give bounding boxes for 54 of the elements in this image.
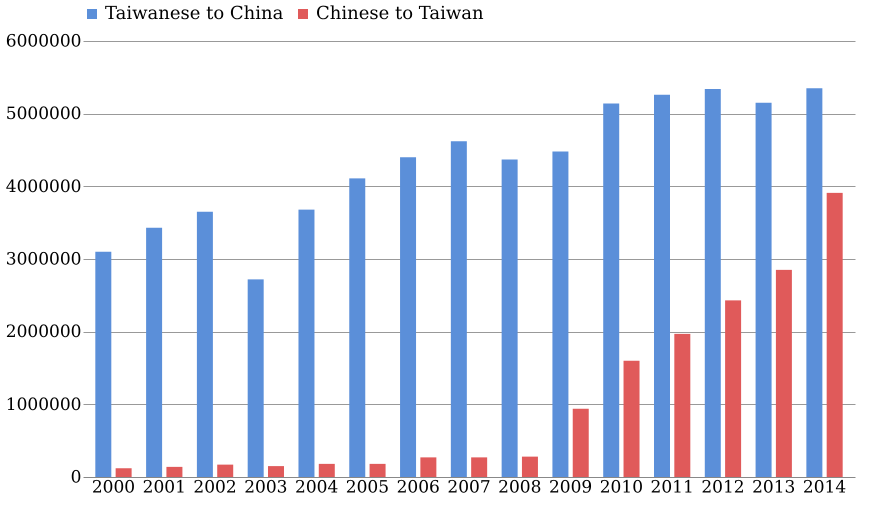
x-tick-label: 2008 <box>498 478 542 498</box>
x-tick-label: 2005 <box>346 478 390 498</box>
y-tick-label: 0 <box>70 468 82 488</box>
y-tick-label: 4000000 <box>6 176 82 197</box>
y-tick-label: 5000000 <box>6 104 82 124</box>
bar <box>603 103 620 477</box>
bar <box>146 228 162 477</box>
x-tick-label: 2010 <box>600 478 643 498</box>
bar <box>196 212 213 477</box>
bar <box>248 279 264 477</box>
bar <box>95 252 112 477</box>
x-tick-label: 2012 <box>701 478 745 498</box>
bar <box>298 210 314 477</box>
bar <box>268 466 284 477</box>
bar <box>318 464 335 477</box>
x-tick-label: 2003 <box>244 478 288 498</box>
x-tick-label: 2014 <box>802 478 846 498</box>
x-tick-label: 2006 <box>396 478 440 498</box>
bar <box>420 457 436 477</box>
x-tick-label: 2004 <box>295 478 338 498</box>
x-tick-label: 2007 <box>447 478 491 498</box>
x-tick-label: 2013 <box>752 478 796 498</box>
bar <box>502 159 518 477</box>
bar <box>704 88 721 477</box>
bar <box>826 192 843 477</box>
bar <box>624 360 640 477</box>
x-tick-label: 2000 <box>92 478 136 498</box>
x-tick-label: 2001 <box>142 478 186 498</box>
bar <box>217 464 234 477</box>
bar <box>756 102 772 477</box>
bar <box>400 157 416 477</box>
y-tick-label: 3000000 <box>6 250 82 270</box>
bar <box>776 270 792 477</box>
legend-label: Taiwanese to China <box>105 3 284 24</box>
bar <box>450 141 467 477</box>
x-tick-label: 2009 <box>548 478 592 498</box>
bar <box>552 151 568 477</box>
y-tick-label: 1000000 <box>6 394 82 415</box>
bar <box>674 334 690 477</box>
legend-label: Chinese to Taiwan <box>316 3 484 24</box>
x-tick-label: 2011 <box>650 478 694 498</box>
bar <box>654 94 670 477</box>
bar <box>349 178 366 477</box>
bar <box>370 464 386 477</box>
bar <box>725 300 742 477</box>
bar <box>806 88 822 477</box>
x-tick-label: 2002 <box>193 478 237 498</box>
y-tick-label: 2000000 <box>6 322 82 342</box>
bar <box>572 408 589 477</box>
bar <box>166 466 182 477</box>
bar <box>522 456 538 477</box>
bar <box>471 457 488 477</box>
y-tick-label: 6000000 <box>6 32 82 52</box>
bar <box>116 468 132 477</box>
